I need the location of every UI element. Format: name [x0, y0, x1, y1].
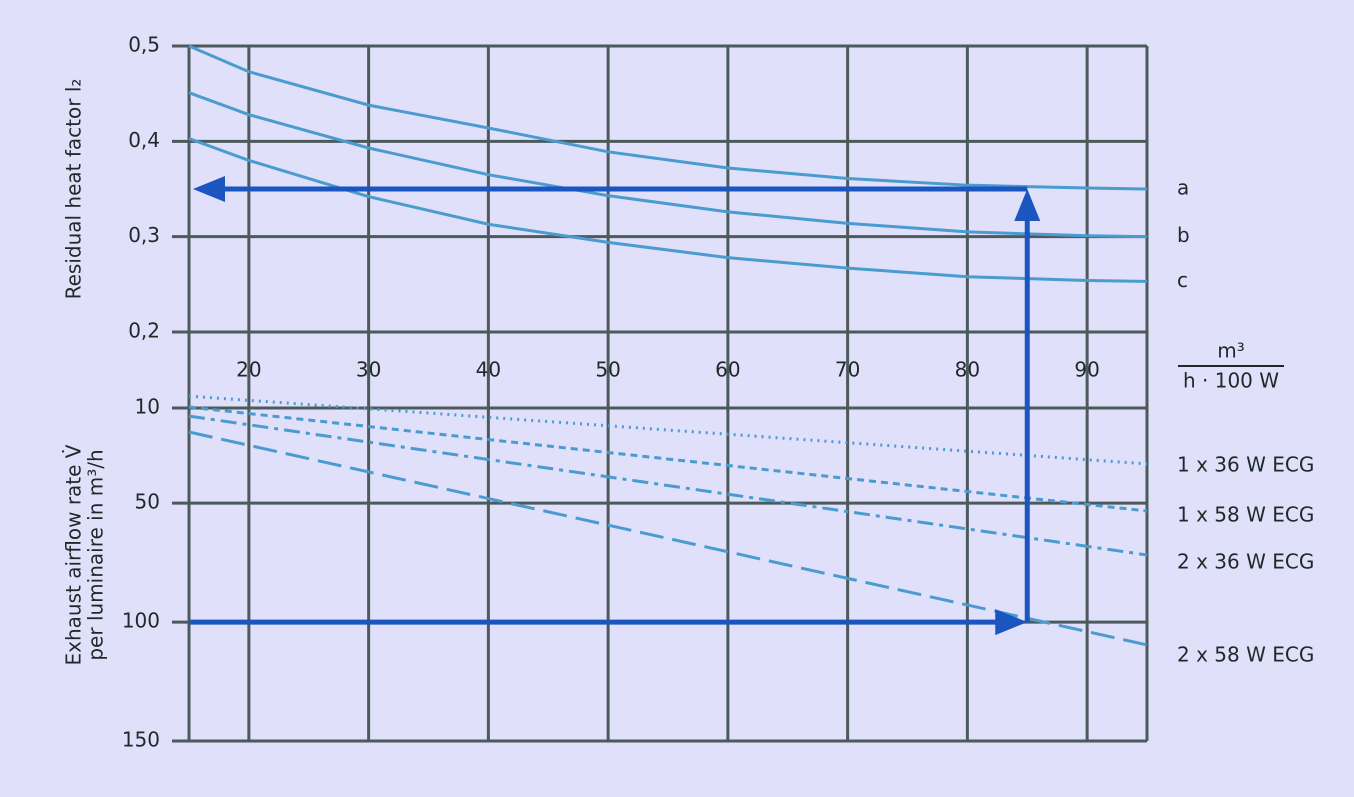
series-label: b	[1177, 223, 1190, 247]
y-tick-label: 0,2	[128, 319, 160, 343]
y-axis-title: per luminaire in m³/h	[84, 449, 108, 660]
arrow-head	[1014, 189, 1041, 221]
y-tick-label: 100	[122, 609, 160, 633]
x-tick-label: 40	[476, 358, 501, 382]
x-unit: m³	[1217, 339, 1245, 363]
y-tick-label: 0,3	[128, 223, 160, 247]
series-label: 1 x 58 W ECG	[1177, 502, 1314, 526]
y-tick-label: 0,4	[128, 128, 160, 152]
series-line	[188, 91, 1148, 239]
y-tick-label: 150	[122, 728, 160, 752]
x-tick-label: 30	[356, 358, 381, 382]
y-axis-title: Exhaust airflow rate V̇	[62, 444, 86, 665]
x-unit: h · 100 W	[1183, 369, 1279, 393]
x-tick-label: 90	[1074, 358, 1099, 382]
series-line	[188, 405, 1148, 513]
series-line	[188, 414, 1148, 557]
y-tick-label: 10	[135, 395, 160, 419]
y-axis-title: Residual heat factor l₂	[62, 79, 86, 300]
series-line	[188, 44, 1148, 191]
series-label: 1 x 36 W ECG	[1177, 452, 1314, 476]
x-tick-label: 50	[595, 358, 620, 382]
x-tick-label: 20	[236, 358, 261, 382]
x-tick-label: 70	[835, 358, 860, 382]
arrow-head	[193, 176, 225, 202]
series-label: a	[1177, 176, 1189, 200]
series-line	[188, 394, 1148, 466]
y-tick-label: 0,5	[128, 33, 160, 57]
series-label: 2 x 58 W ECG	[1177, 642, 1314, 666]
series-label: c	[1177, 268, 1188, 292]
y-tick-label: 50	[135, 490, 160, 514]
series-label: 2 x 36 W ECG	[1177, 549, 1314, 573]
x-tick-label: 80	[955, 358, 980, 382]
arrow-head	[995, 609, 1028, 636]
x-tick-label: 60	[715, 358, 740, 382]
